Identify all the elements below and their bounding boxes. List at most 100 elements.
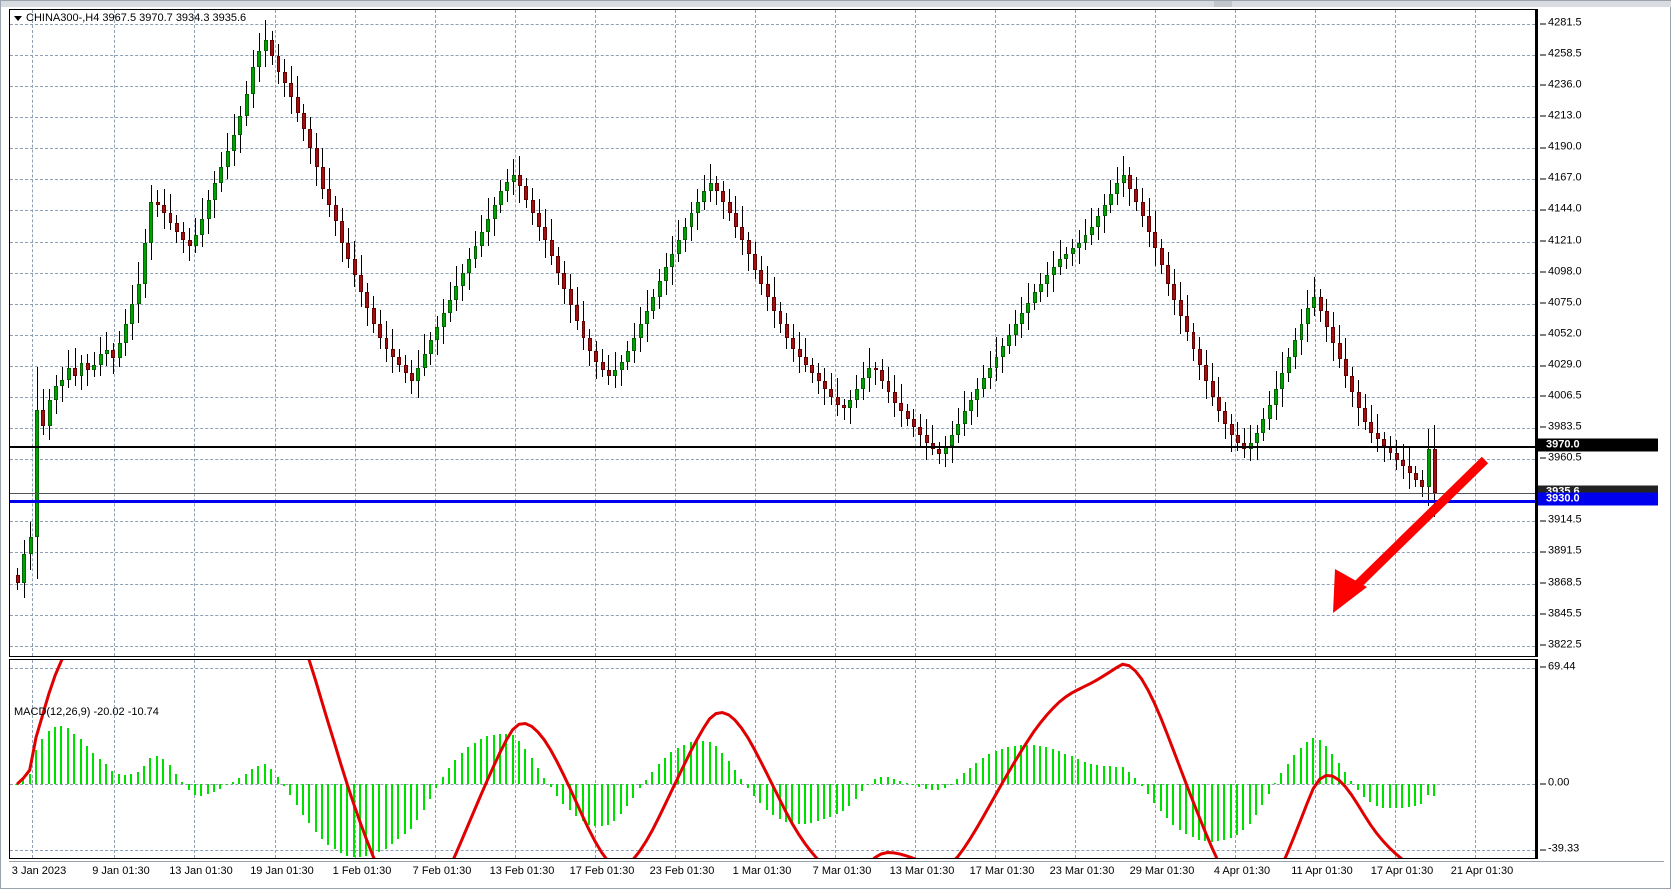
price-axis[interactable]: 4281.5 4258.5 4236.0 4213.0 4190.0 4167.0 4144… (1536, 9, 1664, 657)
chevron-down-icon[interactable] (14, 15, 22, 21)
price-level-line[interactable] (10, 492, 1535, 494)
macd-histogram-bar (1274, 783, 1277, 785)
candlestick (473, 10, 478, 656)
price-level-line[interactable] (10, 500, 1535, 504)
candlestick (981, 10, 986, 656)
candlestick (1185, 10, 1190, 656)
macd-histogram-bar (212, 784, 215, 792)
macd-histogram-bar (365, 784, 368, 856)
macd-histogram-bar (988, 754, 991, 785)
macd-histogram-bar (886, 777, 889, 785)
macd-histogram-bar (772, 784, 775, 815)
macd-histogram-bar (931, 784, 933, 790)
price-axis-tick: 4075.0 (1540, 296, 1582, 309)
candlestick (441, 10, 446, 656)
candlestick (721, 10, 726, 656)
macd-histogram-bar (28, 773, 31, 785)
price-axis-tick: 4006.5 (1540, 389, 1582, 402)
macd-histogram-bar (1286, 763, 1289, 785)
macd-histogram-bar (263, 764, 266, 785)
candlestick (1153, 10, 1158, 656)
macd-axis[interactable]: 69.44 0.00 -39.33 (1536, 659, 1664, 859)
time-axis[interactable]: 3 Jan 2023 9 Jan 01:30 13 Jan 01:30 19 Jan … (9, 861, 1664, 888)
macd-histogram-bar (524, 748, 527, 785)
candlestick (340, 10, 344, 656)
macd-histogram-bar (384, 784, 387, 849)
candlestick (753, 10, 758, 656)
scroll-marker[interactable] (1214, 1, 1232, 7)
price-axis-tick: 4029.0 (1540, 358, 1582, 371)
candlestick (740, 10, 745, 656)
candlestick (1108, 10, 1113, 656)
candlestick (505, 10, 510, 656)
time-axis-label: 11 Apr 01:30 (1291, 865, 1353, 877)
candlestick (54, 10, 59, 656)
macd-indicator-panel[interactable]: MACD(12,26,9) -20.02 -10.74 (9, 659, 1536, 859)
macd-histogram-bar (1153, 784, 1156, 803)
candlestick (791, 10, 796, 656)
time-axis-label: 21 Apr 01:30 (1450, 865, 1514, 877)
candlestick (492, 10, 497, 656)
macd-histogram-bar (556, 784, 559, 796)
candlestick (1261, 10, 1266, 656)
candlestick (1096, 10, 1101, 656)
price-chart-panel[interactable]: CHINA300-,H4 3967.5 3970.7 3934.3 3935.6 (9, 9, 1536, 657)
macd-histogram-bar (734, 769, 737, 785)
candlestick (1426, 10, 1431, 656)
macd-histogram-bar (219, 784, 222, 789)
candlestick (1089, 10, 1094, 656)
time-axis-label: 7 Feb 01:30 (412, 865, 472, 877)
macd-histogram-bar (1115, 766, 1118, 785)
macd-histogram-bar (143, 765, 146, 785)
macd-histogram-bar (454, 760, 457, 785)
candlestick (321, 10, 325, 656)
macd-histogram-bar (1318, 740, 1321, 785)
macd-histogram-bar (232, 781, 235, 785)
candlestick (734, 10, 738, 656)
macd-histogram-bar (791, 784, 794, 824)
support-level-tag[interactable]: 3930.0 (1538, 492, 1658, 506)
resistance-level-tag[interactable]: 3970.0 (1538, 438, 1658, 452)
macd-histogram-bar (85, 746, 88, 785)
candlestick (1159, 10, 1164, 656)
macd-histogram-bar (66, 727, 69, 785)
macd-histogram-bar (1337, 763, 1340, 785)
macd-histogram-bar (892, 778, 895, 785)
macd-histogram-bar (486, 736, 489, 785)
macd-histogram-bar (390, 784, 393, 845)
chart-symbol-label: CHINA300-,H4 3967.5 3970.7 3934.3 3935.6 (26, 12, 247, 24)
macd-histogram-bar (1267, 784, 1270, 795)
candlestick (645, 10, 649, 656)
macd-histogram-bar (104, 763, 107, 785)
macd-histogram-bar (1089, 763, 1092, 785)
candlestick (149, 10, 154, 656)
candlestick (1121, 10, 1126, 656)
macd-histogram-bar (854, 784, 857, 800)
candlestick (270, 10, 275, 656)
price-level-line[interactable] (10, 446, 1535, 449)
macd-histogram-bar (441, 777, 444, 785)
macd-histogram-bar (956, 779, 959, 785)
candlestick (193, 10, 198, 656)
macd-histogram-bar (746, 784, 749, 788)
macd-histogram-bar (1127, 771, 1130, 785)
candlestick (835, 10, 840, 656)
macd-histogram-bar (842, 784, 845, 812)
price-axis-tick: 4190.0 (1540, 140, 1582, 153)
macd-histogram-bar (1185, 784, 1188, 835)
candlestick (1172, 10, 1177, 656)
macd-histogram-bar (98, 758, 101, 785)
candlestick (950, 10, 954, 656)
candlestick (212, 10, 217, 656)
macd-histogram-bar (613, 784, 616, 821)
macd-histogram-bar (784, 784, 787, 822)
candlestick (200, 10, 205, 656)
candlestick (333, 10, 338, 656)
candlestick (263, 10, 268, 656)
candlestick (365, 10, 370, 656)
price-axis-tick: 3868.5 (1540, 576, 1582, 589)
macd-signal-line (15, 660, 1404, 858)
macd-histogram-bar (664, 757, 667, 785)
macd-histogram-bar (92, 753, 95, 785)
time-axis-label: 13 Jan 01:30 (169, 865, 233, 877)
